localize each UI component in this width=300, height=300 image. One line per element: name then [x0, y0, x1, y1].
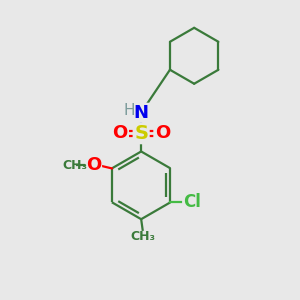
Text: O: O [155, 124, 170, 142]
Text: CH₃: CH₃ [62, 159, 87, 172]
Text: H: H [123, 103, 135, 118]
Text: CH₃: CH₃ [130, 230, 155, 243]
Text: S: S [134, 124, 148, 143]
Text: O: O [86, 157, 101, 175]
Text: N: N [134, 103, 149, 122]
Text: O: O [112, 124, 128, 142]
Text: Cl: Cl [183, 193, 201, 211]
